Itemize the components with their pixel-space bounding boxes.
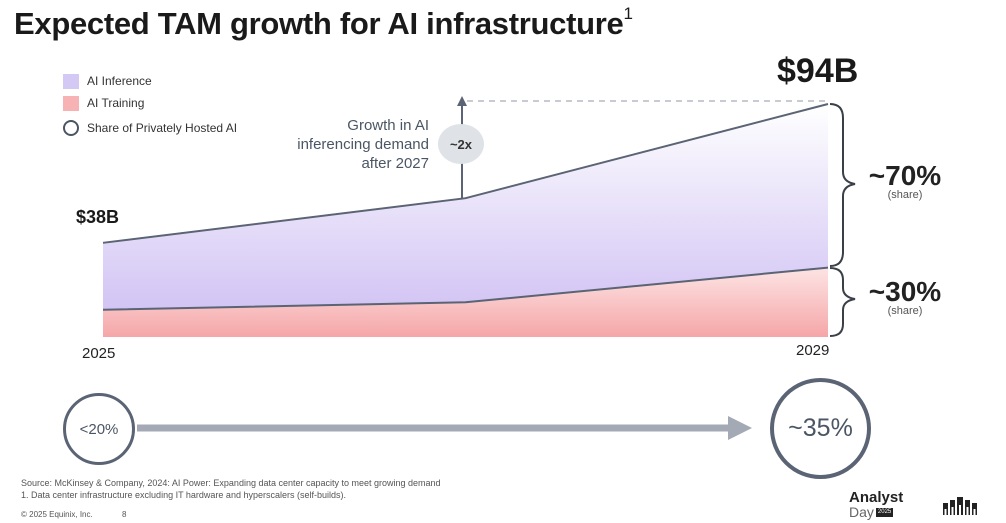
- private-share-arrow-head-icon: [728, 416, 752, 440]
- equinix-logo-icon: [943, 497, 977, 515]
- analyst-day-logo: Analyst Day 2025: [849, 490, 919, 522]
- training-share-brace: [829, 267, 856, 337]
- page-title: Expected TAM growth for AI infrastructur…: [14, 3, 633, 41]
- legend-item-inference: AI Inference: [63, 70, 237, 92]
- definition-footnote: 1. Data center infrastructure excluding …: [21, 490, 346, 500]
- inference-swatch: [63, 73, 79, 89]
- training-share-caption: (share): [887, 305, 923, 317]
- growth-arrow-head-icon: [457, 96, 467, 106]
- x-tick-2029: 2029: [796, 342, 830, 359]
- brand-line2: Day: [849, 504, 874, 520]
- series-line-training: [102, 266, 829, 311]
- series-layer: [102, 103, 829, 337]
- end-total-label: $94B: [777, 52, 859, 90]
- title-footnote-marker: 1: [623, 3, 633, 23]
- inference-share-label: ~70% (share): [862, 160, 948, 201]
- private-share-start-circle: <20%: [63, 393, 135, 465]
- inference-share-caption: (share): [887, 189, 923, 201]
- brand-line2-row: Day 2025: [849, 505, 919, 519]
- legend-item-share: Share of Privately Hosted AI: [63, 117, 237, 139]
- source-footnote: Source: McKinsey & Company, 2024: AI Pow…: [21, 478, 441, 488]
- growth-note-line3: after 2027: [361, 155, 429, 172]
- training-swatch: [63, 95, 79, 111]
- legend-label-inference: AI Inference: [87, 74, 152, 88]
- private-share-end-value: ~35%: [788, 414, 853, 442]
- growth-multiplier-value: ~2x: [449, 136, 473, 152]
- inference-share-value: ~70%: [868, 160, 942, 191]
- training-share-label: ~30% (share): [862, 276, 948, 317]
- legend-label-training: AI Training: [87, 96, 145, 110]
- share-ring-icon: [63, 120, 79, 136]
- chart-legend: AI Inference AI Training Share of Privat…: [63, 70, 237, 139]
- training-share-value: ~30%: [868, 276, 942, 307]
- series-line-total: [102, 103, 829, 244]
- growth-multiplier-badge: ~2x: [438, 124, 484, 164]
- inference-share-brace: [829, 103, 856, 267]
- x-tick-2025: 2025: [82, 345, 116, 362]
- private-share-start-value: <20%: [79, 420, 119, 438]
- series-area-inference: [103, 104, 828, 310]
- growth-note-line1: Growth in AI: [347, 117, 429, 134]
- copyright: © 2025 Equinix, Inc.: [21, 510, 93, 519]
- page-number: 8: [122, 510, 127, 519]
- growth-note-line2: inferencing demand: [297, 136, 429, 153]
- private-share-end-circle: ~35%: [770, 378, 871, 479]
- growth-note: Growth in AI inferencing demand after 20…: [279, 116, 429, 173]
- brand-line1: Analyst: [849, 489, 904, 506]
- legend-item-training: AI Training: [63, 92, 237, 114]
- start-total-label: $38B: [76, 207, 120, 227]
- brand-year: 2025: [875, 507, 894, 517]
- legend-label-share: Share of Privately Hosted AI: [87, 121, 238, 135]
